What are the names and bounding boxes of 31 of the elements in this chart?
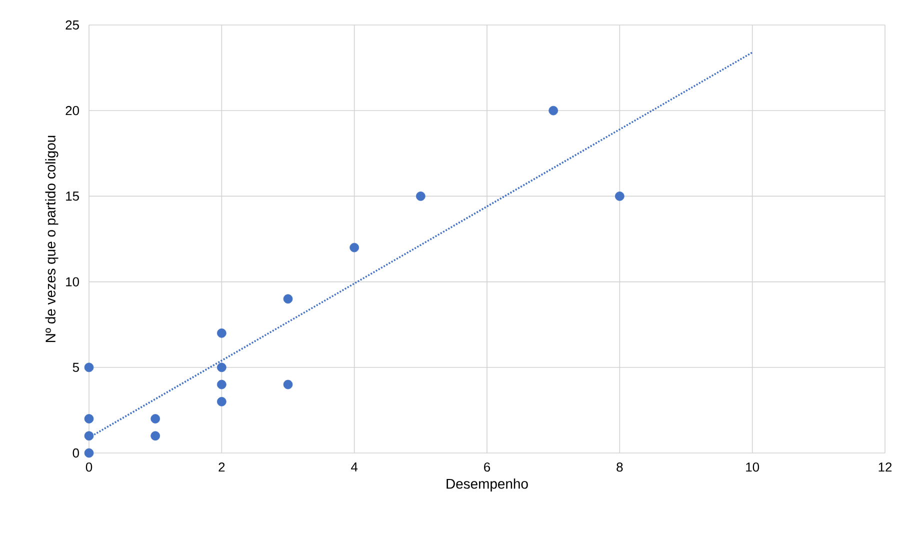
point (150, 414, 160, 424)
point (216, 380, 226, 390)
point (350, 242, 360, 252)
y-tick-label: 5 (72, 362, 79, 372)
x-tick-label: 8 (616, 462, 623, 472)
point (283, 294, 293, 304)
x-tick-label: 2 (218, 462, 225, 472)
y-axis-title: Nº de vezes que o partido coligou (45, 136, 58, 342)
y-tick-label: 25 (66, 20, 79, 30)
y-tick-label: 0 (72, 448, 79, 458)
point (84, 414, 94, 424)
point (283, 380, 293, 390)
point (216, 328, 226, 338)
point (84, 448, 94, 458)
point (416, 192, 426, 201)
point (150, 431, 160, 441)
x-tick-label: 0 (86, 462, 92, 472)
x-tick-label: 4 (351, 462, 358, 472)
x-axis-title: Desempenho (446, 478, 528, 492)
point (84, 431, 94, 441)
point (548, 106, 558, 116)
x-tick-label: 10 (746, 462, 760, 472)
point (614, 192, 624, 201)
y-tick-label: 15 (66, 192, 79, 201)
point (84, 362, 94, 372)
y-tick-label: 10 (66, 277, 79, 286)
y-tick-label: 20 (66, 106, 79, 116)
x-tick-label: 6 (484, 462, 490, 472)
point (216, 396, 226, 406)
x-tick-label: 12 (878, 462, 892, 472)
point (216, 362, 226, 372)
